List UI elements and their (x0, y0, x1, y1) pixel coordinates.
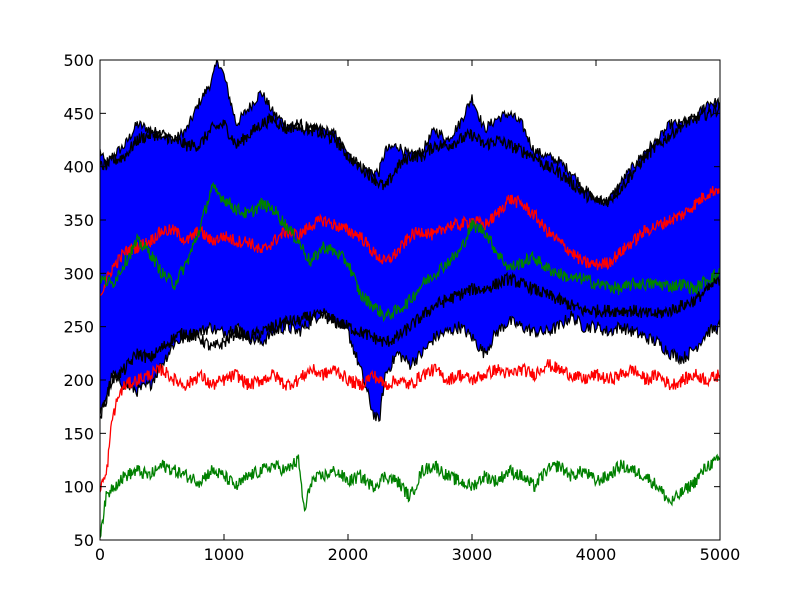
x-tick-label: 4000 (576, 545, 617, 564)
x-tick-label: 0 (95, 545, 105, 564)
x-tick-label: 2000 (328, 545, 369, 564)
y-tick-label: 200 (63, 371, 94, 390)
x-tick-label: 3000 (452, 545, 493, 564)
y-tick-label: 400 (63, 158, 94, 177)
series-line-6 (100, 453, 720, 538)
y-tick-label: 100 (63, 478, 94, 497)
y-tick-label: 350 (63, 211, 94, 230)
y-tick-label: 150 (63, 424, 94, 443)
series-line-5 (100, 359, 720, 493)
y-axis: 50 100 150 200 250 300 350 400 450 500 (63, 51, 720, 550)
plot-area (100, 60, 720, 538)
x-axis: 0 1000 2000 3000 4000 5000 (95, 60, 740, 564)
band-lower-edge (100, 308, 720, 423)
series-line-3 (100, 186, 720, 297)
y-tick-label: 250 (63, 318, 94, 337)
x-tick-label: 1000 (204, 545, 245, 564)
series-line-4 (100, 181, 720, 323)
plot-frame (99, 59, 721, 541)
series-line-1 (100, 102, 720, 208)
series-line-2 (100, 271, 720, 419)
y-tick-label: 50 (74, 531, 94, 550)
y-tick-label: 450 (63, 104, 94, 123)
band-upper-edge (100, 60, 720, 207)
y-tick-label: 500 (63, 51, 94, 70)
x-tick-label: 5000 (700, 545, 741, 564)
y-tick-label: 300 (63, 264, 94, 283)
